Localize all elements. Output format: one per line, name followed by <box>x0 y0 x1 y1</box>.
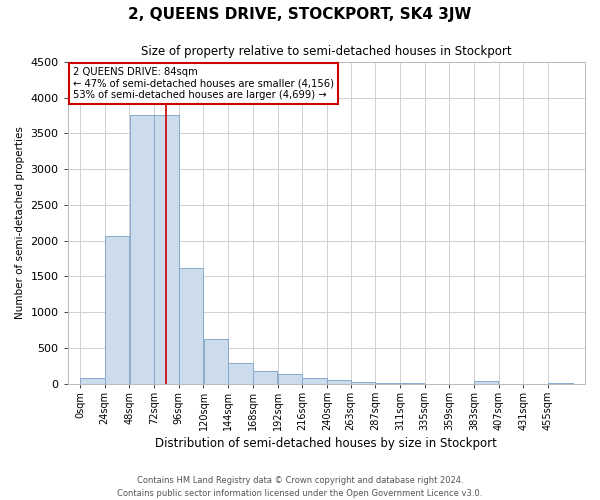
Bar <box>376 382 400 384</box>
Bar <box>302 378 327 384</box>
Bar <box>80 378 104 384</box>
Y-axis label: Number of semi-detached properties: Number of semi-detached properties <box>15 126 25 320</box>
X-axis label: Distribution of semi-detached houses by size in Stockport: Distribution of semi-detached houses by … <box>155 437 497 450</box>
Title: Size of property relative to semi-detached houses in Stockport: Size of property relative to semi-detach… <box>141 45 512 58</box>
Bar <box>179 268 203 384</box>
Bar <box>203 338 228 384</box>
Bar <box>327 380 352 384</box>
Bar <box>278 374 302 384</box>
Text: Contains HM Land Registry data © Crown copyright and database right 2024.
Contai: Contains HM Land Registry data © Crown c… <box>118 476 482 498</box>
Bar <box>130 115 154 384</box>
Text: 2 QUEENS DRIVE: 84sqm
← 47% of semi-detached houses are smaller (4,156)
53% of s: 2 QUEENS DRIVE: 84sqm ← 47% of semi-deta… <box>73 67 334 100</box>
Bar <box>105 236 129 384</box>
Bar <box>350 382 375 384</box>
Bar <box>253 371 277 384</box>
Text: 2, QUEENS DRIVE, STOCKPORT, SK4 3JW: 2, QUEENS DRIVE, STOCKPORT, SK4 3JW <box>128 8 472 22</box>
Bar <box>228 363 253 384</box>
Bar <box>474 381 499 384</box>
Bar <box>154 115 179 384</box>
